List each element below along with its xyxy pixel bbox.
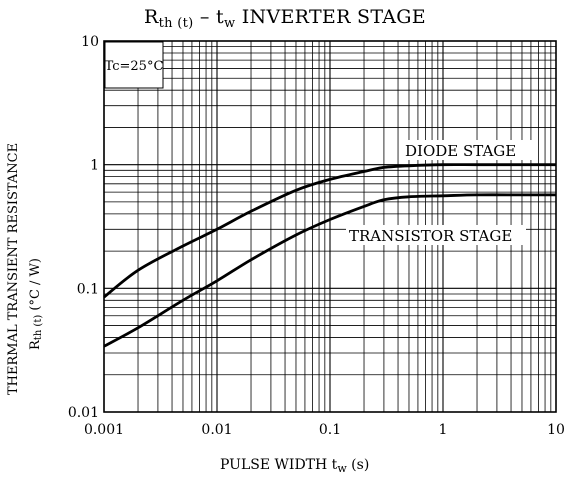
x-axis-label: PULSE WIDTH tw (s) [220,457,370,475]
condition-box [104,41,164,89]
series-label-transistor-stage-background [346,225,526,245]
condition-box-label: Tc=25°C [105,59,164,74]
condition-box-background [105,42,163,88]
y-tick-label: 1 [90,158,99,174]
chart-frame [103,40,557,413]
plot-frame [103,40,557,413]
series-label-diode-stage: DIODE STAGE [405,142,516,160]
series-label-transistor-stage: TRANSISTOR STAGE [349,227,512,245]
series-label-diode-stage-background [402,140,532,160]
x-tick-label: 0.1 [319,422,341,438]
y-tick-label: 10 [81,34,99,50]
x-tick-label: 10 [547,422,565,438]
y-axis-label-line1: THERMAL TRANSIENT RESISTANCE [6,142,21,395]
x-tick-label: 0.001 [84,422,124,438]
y-tick-label: 0.1 [77,281,99,297]
x-tick-label: 0.01 [201,422,232,438]
x-tick-label: 1 [439,422,448,438]
chart-title: Rth (t) – tw INVERTER STAGE [144,6,426,31]
y-axis-label-line2: Rth (t) (°C / W) [28,258,44,350]
chart-curves [103,163,556,348]
series-line-transistor-stage [103,193,556,348]
chart-grid [103,41,556,413]
y-tick-label: 0.01 [68,405,99,421]
series-line-diode-stage [103,163,556,299]
chart-annotations: DIODE STAGE TRANSISTOR STAGE Tc=25°C [105,59,532,245]
